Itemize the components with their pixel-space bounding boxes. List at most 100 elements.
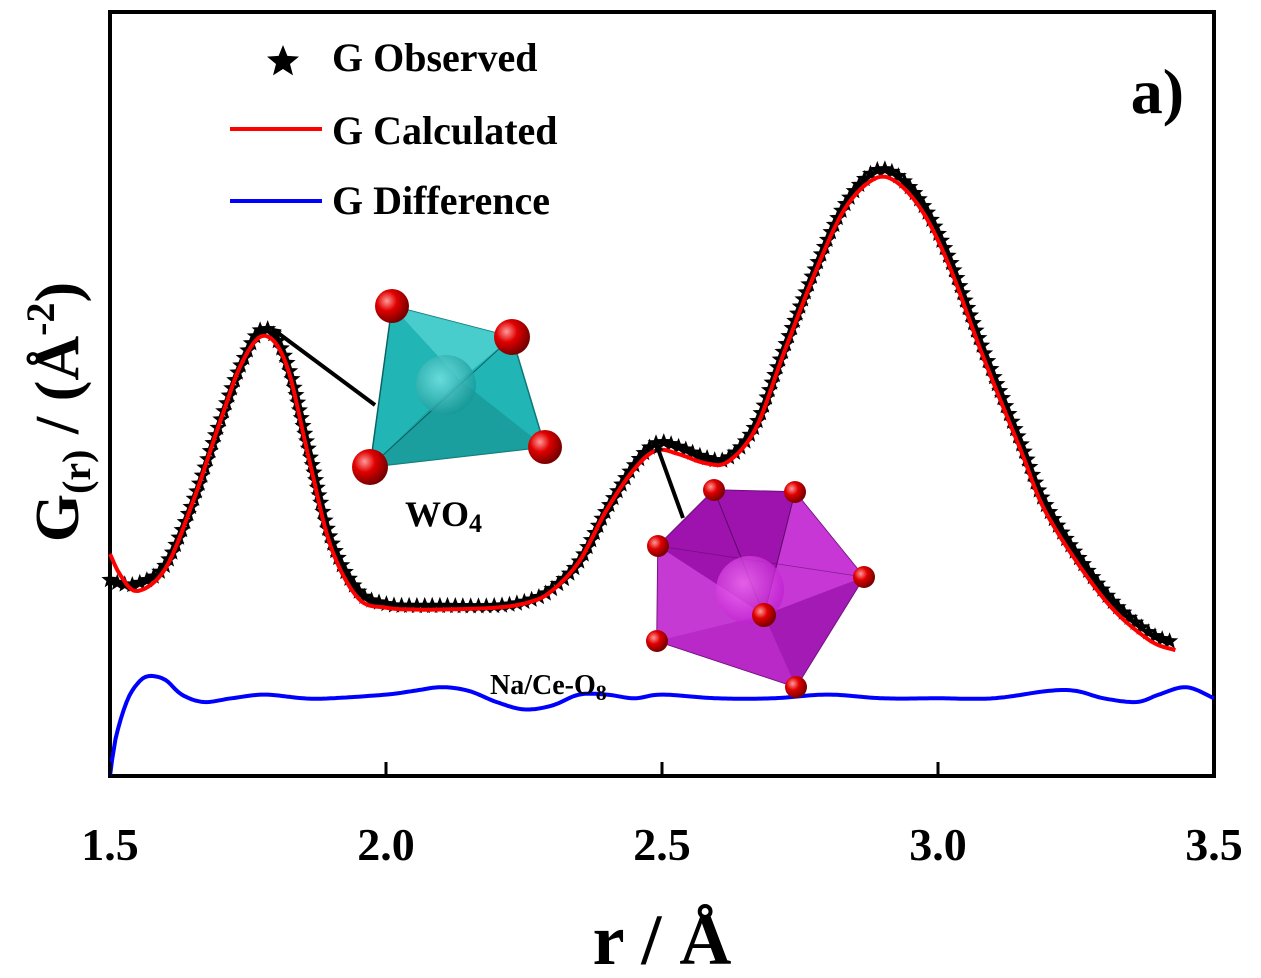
difference-line	[108, 673, 1215, 777]
observed-point	[1030, 481, 1048, 498]
observed-point	[1121, 608, 1139, 625]
observed-point	[1037, 496, 1055, 513]
observed-point	[706, 451, 724, 468]
legend-item-difference: G Difference	[230, 178, 550, 223]
series-g-calculated	[108, 174, 1176, 653]
x-axis-ticks: 1.5 2.0 2.5 3.0 3.5	[81, 762, 1243, 870]
observed-point	[336, 562, 354, 580]
observed-point	[431, 596, 449, 614]
observed-point	[677, 440, 695, 457]
observed-point	[720, 448, 738, 465]
observed-point	[515, 592, 533, 609]
observed-point	[906, 184, 924, 201]
observed-point	[340, 569, 358, 586]
observed-point	[1021, 457, 1039, 475]
observed-point	[991, 382, 1009, 399]
observed-point	[856, 169, 874, 187]
legend-label-difference: G Difference	[332, 178, 550, 223]
observed-point	[951, 277, 969, 294]
observed-point	[530, 588, 548, 605]
observed-point	[994, 389, 1012, 406]
observed-point	[662, 435, 680, 452]
wo4-label: WO4	[405, 494, 482, 538]
observed-point	[625, 456, 643, 473]
observed-point	[1089, 574, 1107, 591]
observed-point	[1115, 603, 1133, 620]
observed-point	[1070, 548, 1088, 566]
x-tick-label: 3.0	[909, 819, 967, 870]
observed-point	[323, 534, 341, 551]
observed-point	[684, 443, 702, 460]
observed-point	[400, 596, 418, 613]
observed-point	[1041, 503, 1059, 520]
observed-point	[1057, 529, 1075, 547]
observed-point	[101, 570, 119, 588]
observed-point	[363, 591, 381, 608]
nace-o8-polyhedron-icon	[646, 479, 875, 698]
observed-point	[543, 579, 561, 597]
wo4-tetrahedron-icon	[352, 289, 562, 485]
observed-point	[910, 190, 928, 207]
observed-point	[1161, 632, 1179, 649]
observed-point	[1053, 523, 1071, 540]
observed-point	[929, 224, 947, 242]
observed-point	[1003, 412, 1021, 429]
observed-point	[655, 433, 673, 450]
legend: G Observed G Calculated G Difference	[230, 35, 558, 223]
observed-point	[1009, 427, 1027, 444]
observed-point	[393, 596, 411, 613]
observed-point	[1000, 405, 1018, 422]
observed-point	[508, 594, 526, 611]
observed-point	[635, 444, 653, 461]
observed-point	[462, 597, 480, 614]
observed-point	[979, 352, 997, 369]
y-axis-title: G(r) / (Å-2)	[18, 282, 99, 542]
observed-point	[145, 567, 163, 584]
observed-point	[537, 584, 555, 601]
observed-point	[523, 590, 541, 607]
observed-point	[1033, 488, 1051, 505]
observed-point	[385, 596, 403, 613]
observed-point	[713, 451, 731, 468]
observed-point	[945, 261, 963, 278]
observed-point	[345, 576, 363, 593]
observed-point	[641, 438, 659, 455]
observed-point	[1127, 613, 1145, 630]
observed-point	[915, 197, 933, 214]
observed-point	[1099, 586, 1117, 603]
observed-point	[356, 587, 374, 604]
observed-point	[1146, 627, 1164, 644]
calculated-line	[108, 174, 1176, 653]
arrow-to-first-peak	[270, 327, 377, 407]
observed-point	[933, 231, 951, 248]
observed-point	[919, 203, 937, 220]
observed-point	[151, 562, 169, 579]
observed-point	[956, 291, 974, 308]
observed-point	[469, 597, 487, 614]
panel-label: a)	[1131, 56, 1184, 127]
observed-point	[1093, 580, 1111, 597]
observed-point	[862, 164, 880, 181]
observed-point	[251, 321, 269, 338]
observed-point	[630, 449, 648, 467]
observed-point	[500, 595, 518, 612]
arrow-to-second-peak	[654, 442, 685, 519]
observed-point	[845, 182, 863, 199]
observed-point	[269, 332, 287, 349]
nace-o8-label: Na/Ce-O8	[490, 670, 607, 705]
observed-point	[477, 597, 495, 614]
observed-point	[889, 167, 907, 184]
observed-point	[350, 582, 368, 599]
observed-point	[868, 160, 886, 178]
x-tick-label: 3.5	[1185, 819, 1243, 870]
observed-point	[953, 284, 972, 301]
observed-point	[964, 314, 982, 331]
observed-point	[123, 576, 141, 593]
observed-point	[691, 446, 709, 463]
observed-point	[970, 329, 988, 346]
observed-point	[876, 160, 894, 177]
x-tick-label: 1.5	[81, 819, 139, 870]
observed-point	[416, 596, 434, 614]
observed-point	[982, 360, 1000, 377]
